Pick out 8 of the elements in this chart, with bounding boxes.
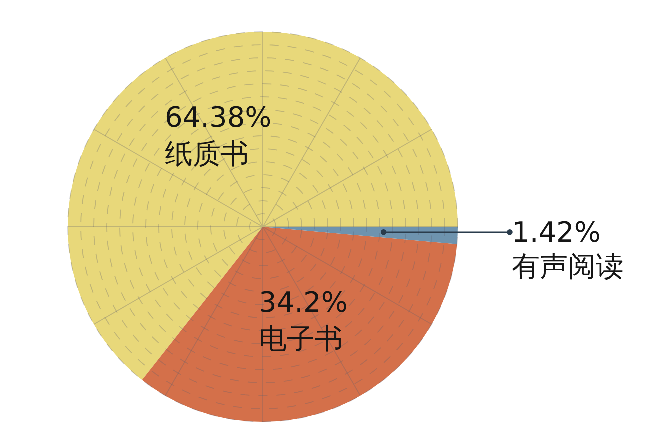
slice-label: 有声阅读 [512,250,624,283]
data-label: 64.38% [165,101,272,134]
slice-label: 电子书 [259,322,343,356]
slice-label: 纸质书 [165,137,249,170]
pie-slice [142,227,458,422]
data-label: 34.2% [259,286,348,319]
pie-slice [263,227,458,244]
data-label: 1.42% [512,216,601,249]
